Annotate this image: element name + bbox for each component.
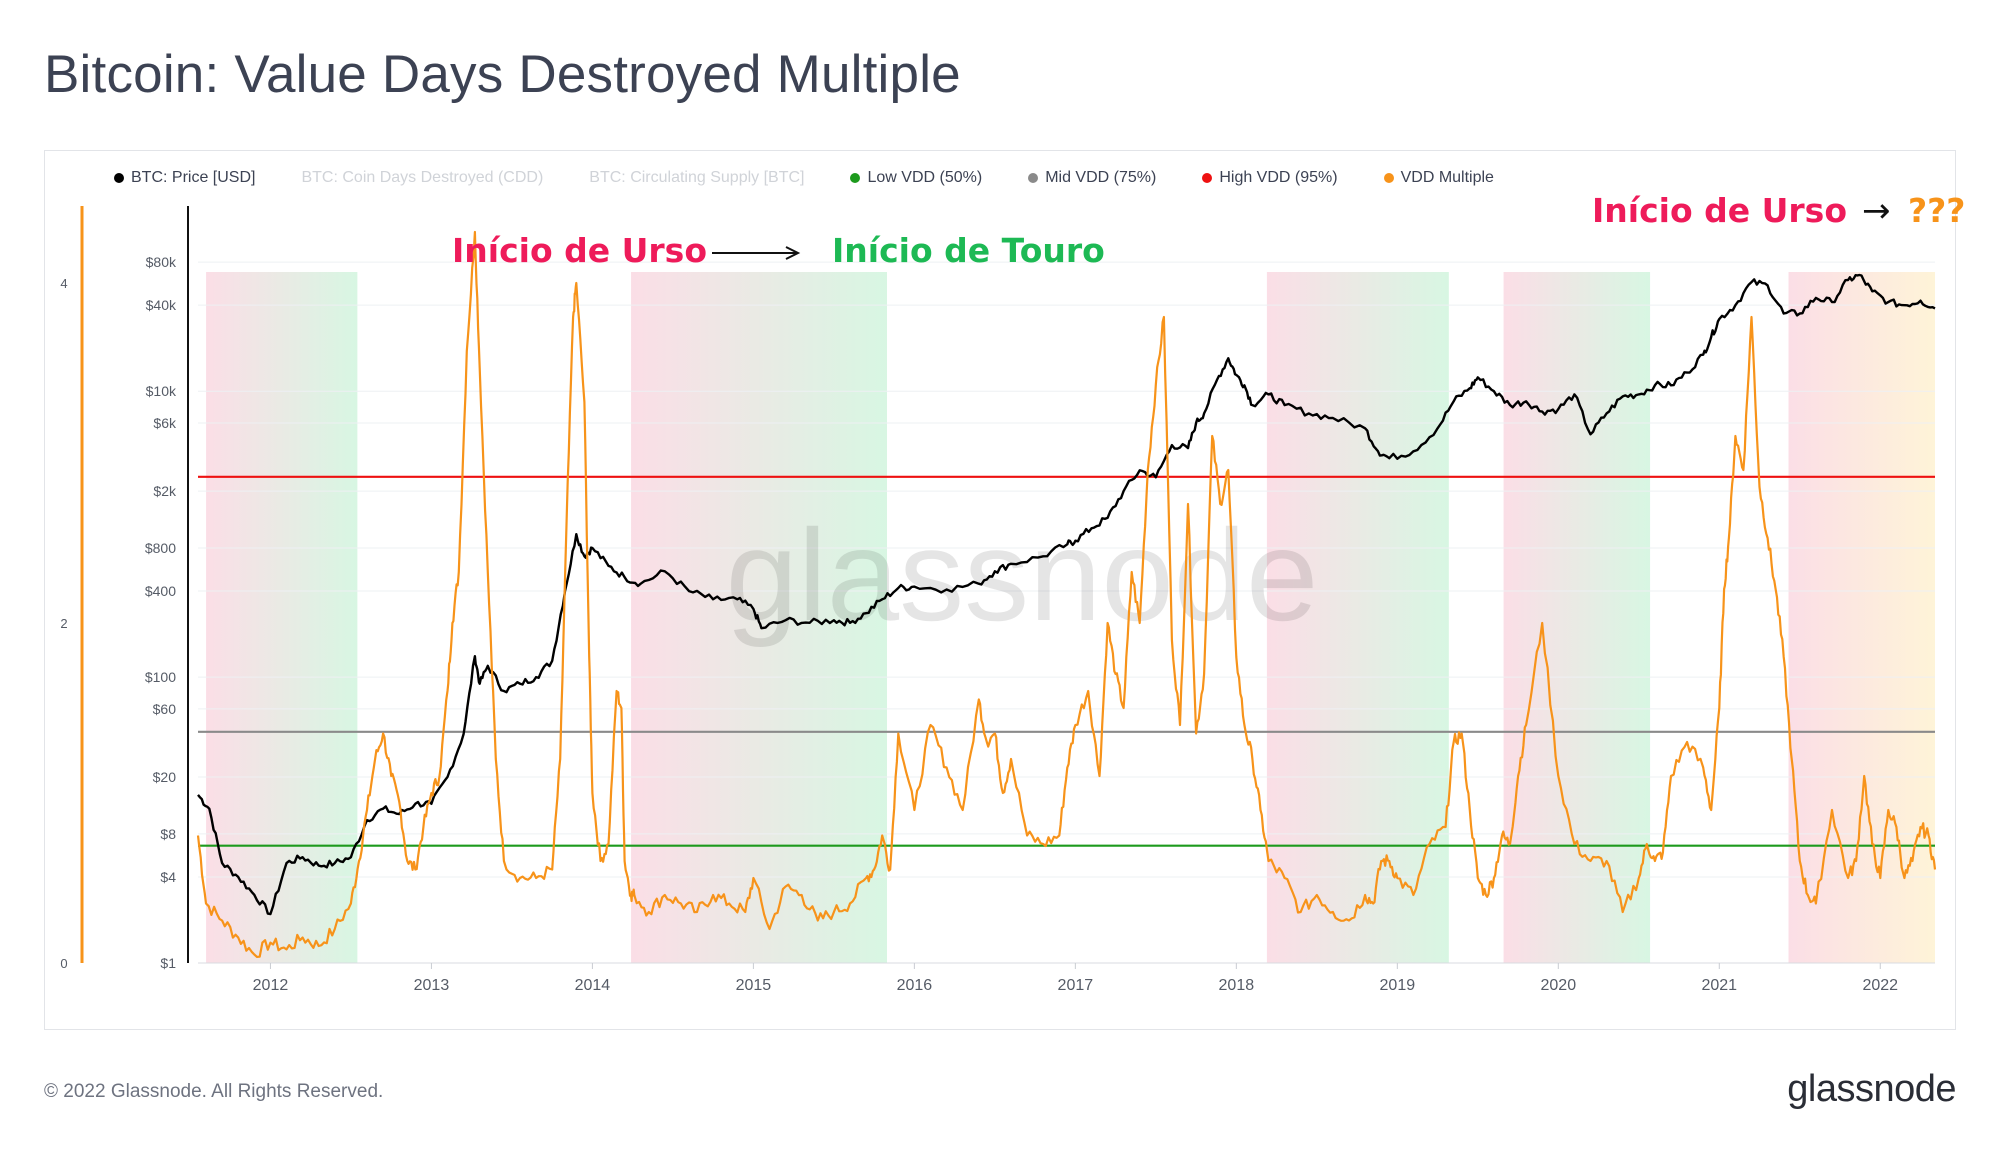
y-right-tick-label: $10k (146, 383, 177, 399)
market-region (1266, 272, 1449, 963)
arrow-bear-to-bull (712, 246, 801, 260)
legend-label: VDD Multiple (1400, 169, 1494, 186)
legend-item-cdd[interactable]: BTC: Coin Days Destroyed (CDD) (301, 169, 543, 187)
annotation-bear-start-2021: Início de Urso (1592, 191, 1847, 230)
legend-label: BTC: Circulating Supply [BTC] (589, 169, 805, 186)
y-right-tick-label: $4 (160, 869, 176, 885)
copyright-footer: © 2022 Glassnode. All Rights Reserved. (44, 1081, 384, 1102)
annotation-bear-start: Início de Urso (452, 231, 707, 270)
axes-layer: $1 $4 $8 $20 $60 $100 $400 $800 $2k $6k $10k $40k $8… (60, 206, 1935, 994)
y-right-tick-label: $40k (146, 297, 177, 313)
y-left-tick-label: 2 (60, 616, 67, 631)
annotation-question: ??? (1908, 191, 1965, 230)
y-right-tick-label: $1 (160, 955, 176, 971)
market-region (1788, 272, 1935, 963)
y-right-tick-label: $60 (153, 701, 177, 717)
x-tick-label: 2015 (736, 977, 772, 994)
annotation-bull-start: Início de Touro (832, 231, 1105, 270)
y-right-tick-label: $2k (153, 483, 177, 499)
legend-item-low-vdd[interactable]: Low VDD (50%) (850, 169, 982, 187)
y-right-tick-label: $400 (145, 583, 176, 599)
x-tick-label: 2016 (897, 977, 933, 994)
legend-dot (1202, 173, 1213, 183)
x-tick-label: 2021 (1701, 977, 1737, 994)
legend-label: BTC: Coin Days Destroyed (CDD) (301, 169, 544, 186)
y-right-tick-label: $6k (153, 415, 177, 431)
legend-item-supply[interactable]: BTC: Circulating Supply [BTC] (589, 169, 804, 187)
legend-label: High VDD (95%) (1219, 169, 1338, 186)
x-tick-label: 2013 (414, 977, 450, 994)
regions-layer (206, 272, 1935, 963)
x-tick-label: 2020 (1541, 977, 1577, 994)
y-right-tick-label: $8 (160, 826, 176, 842)
annotation-arrow-2021: → (1862, 191, 1891, 231)
glassnode-logo: glassnode (1787, 1068, 1956, 1110)
legend-label: Mid VDD (75%) (1045, 169, 1157, 186)
vdd-multiple-line (196, 230, 1937, 958)
y-left-tick-label: 4 (60, 276, 67, 291)
legend-dot (850, 173, 861, 183)
market-region (1503, 272, 1651, 963)
y-right-tick-label: $20 (153, 769, 177, 785)
legend-item-price[interactable]: BTC: Price [USD] (114, 169, 255, 187)
page-title: Bitcoin: Value Days Destroyed Multiple (44, 45, 961, 104)
x-tick-label: 2014 (575, 977, 611, 994)
y-right-tick-label: $100 (145, 669, 176, 685)
x-tick-label: 2012 (253, 977, 289, 994)
y-left-tick-label: 0 (60, 956, 67, 971)
watermark: glassnode (726, 502, 1319, 648)
x-tick-label: 2022 (1862, 977, 1898, 994)
x-tick-label: 2017 (1058, 977, 1094, 994)
legend-dot (114, 173, 124, 183)
y-right-tick-label: $800 (145, 540, 176, 556)
x-tick-label: 2019 (1380, 977, 1416, 994)
legend-label: Low VDD (50%) (867, 169, 983, 186)
legend-item-vdd-multiple[interactable]: VDD Multiple (1383, 169, 1494, 187)
market-region (206, 272, 358, 963)
legend-label: BTC: Price [USD] (131, 169, 256, 186)
x-tick-label: 2018 (1219, 977, 1255, 994)
series-layer (196, 230, 1937, 958)
chart-legend: BTC: Price [USD] BTC: Coin Days Destroye… (114, 166, 1494, 190)
legend-item-mid-vdd[interactable]: Mid VDD (75%) (1028, 169, 1156, 187)
legend-dot (1383, 173, 1394, 183)
legend-item-high-vdd[interactable]: High VDD (95%) (1202, 169, 1338, 187)
y-right-tick-label: $80k (146, 254, 177, 270)
btc-price-line (197, 273, 1936, 916)
legend-dot (1028, 173, 1039, 183)
